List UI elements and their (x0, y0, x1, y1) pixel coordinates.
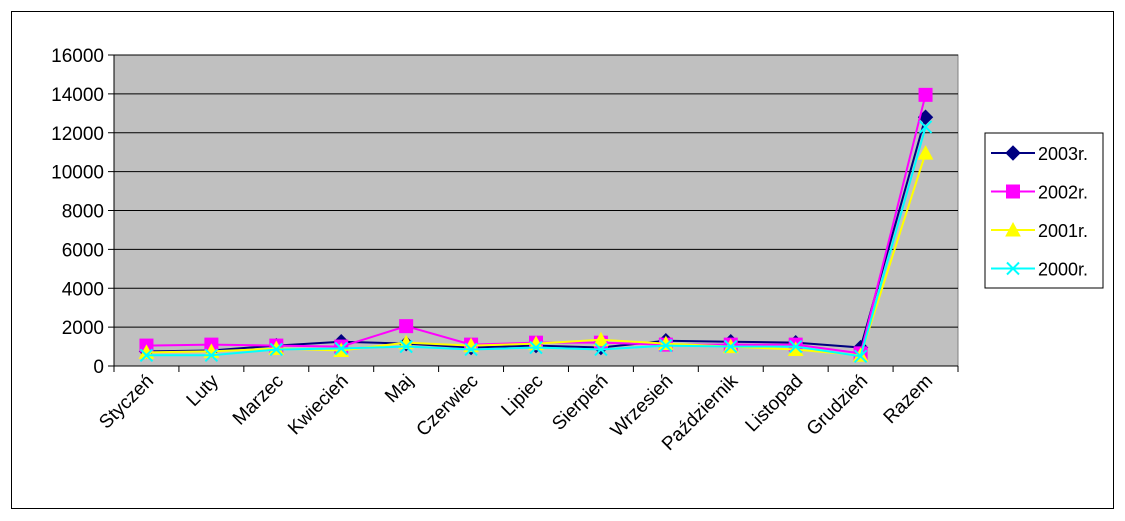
x-tick-label: Kwiecień (284, 371, 353, 440)
data-point (139, 348, 154, 363)
y-tick-label: 2000 (62, 318, 104, 339)
data-point (334, 341, 348, 356)
y-tick-label: 6000 (62, 240, 104, 261)
x-tick-label: Styczeń (95, 371, 158, 434)
series-layer (138, 87, 934, 363)
legend-label: 2001r. (1038, 221, 1088, 241)
y-tick-label: 4000 (62, 279, 104, 300)
x-tick-label: Maj (381, 371, 418, 408)
data-point (917, 145, 934, 160)
data-point (399, 319, 414, 334)
y-tick-label: 16000 (51, 46, 104, 67)
gridlines (114, 54, 958, 328)
data-point (918, 87, 933, 102)
data-point (399, 339, 413, 354)
axes (108, 54, 959, 372)
data-point (464, 342, 478, 357)
data-point (1006, 261, 1020, 276)
series-2000r. (139, 120, 933, 363)
x-tick-label: Razem (880, 371, 937, 428)
y-tick-label: 8000 (62, 202, 104, 223)
data-point (529, 340, 543, 355)
data-point (1006, 184, 1020, 199)
y-tick-label: 0 (93, 357, 104, 378)
legend-label: 2000r. (1038, 260, 1088, 280)
x-tick-label: Luty (183, 370, 224, 411)
data-point (1005, 145, 1021, 161)
data-point (204, 348, 219, 363)
data-point (788, 339, 803, 354)
y-tick-label: 10000 (51, 163, 104, 184)
legend: 2003r. 2002r. 2001r. 2000r. (984, 132, 1104, 289)
data-point (659, 338, 673, 353)
legend-label: 2003r. (1038, 144, 1088, 164)
legend-box (984, 132, 1104, 289)
legend-item: 2000r. (991, 260, 1088, 280)
data-point (593, 331, 609, 347)
data-point (724, 339, 738, 354)
y-tick-label: 12000 (51, 124, 104, 145)
legend-item: 2002r. (991, 183, 1088, 203)
data-point (1005, 221, 1021, 237)
data-point (918, 120, 933, 134)
x-tick-label: Czerwiec (413, 371, 483, 441)
x-tick-label: Sierpień (548, 371, 612, 435)
y-tick-label: 14000 (51, 85, 104, 106)
data-point (853, 349, 868, 363)
data-point (594, 342, 608, 357)
data-point (268, 340, 285, 356)
x-tick-label: Lipiec (498, 371, 548, 421)
x-tick-label: Marzec (229, 371, 288, 430)
legend-item: 2003r. (991, 144, 1088, 164)
x-tick-label: Grudzień (803, 371, 872, 440)
legend-label: 2002r. (1038, 183, 1088, 203)
legend-item: 2001r. (991, 221, 1088, 241)
data-point (269, 342, 284, 357)
y-axis-ticks: 0 2000 4000 6000 8000 10000 12000 14000 16000 (51, 46, 104, 378)
x-tick-label: Listopad (742, 371, 808, 437)
